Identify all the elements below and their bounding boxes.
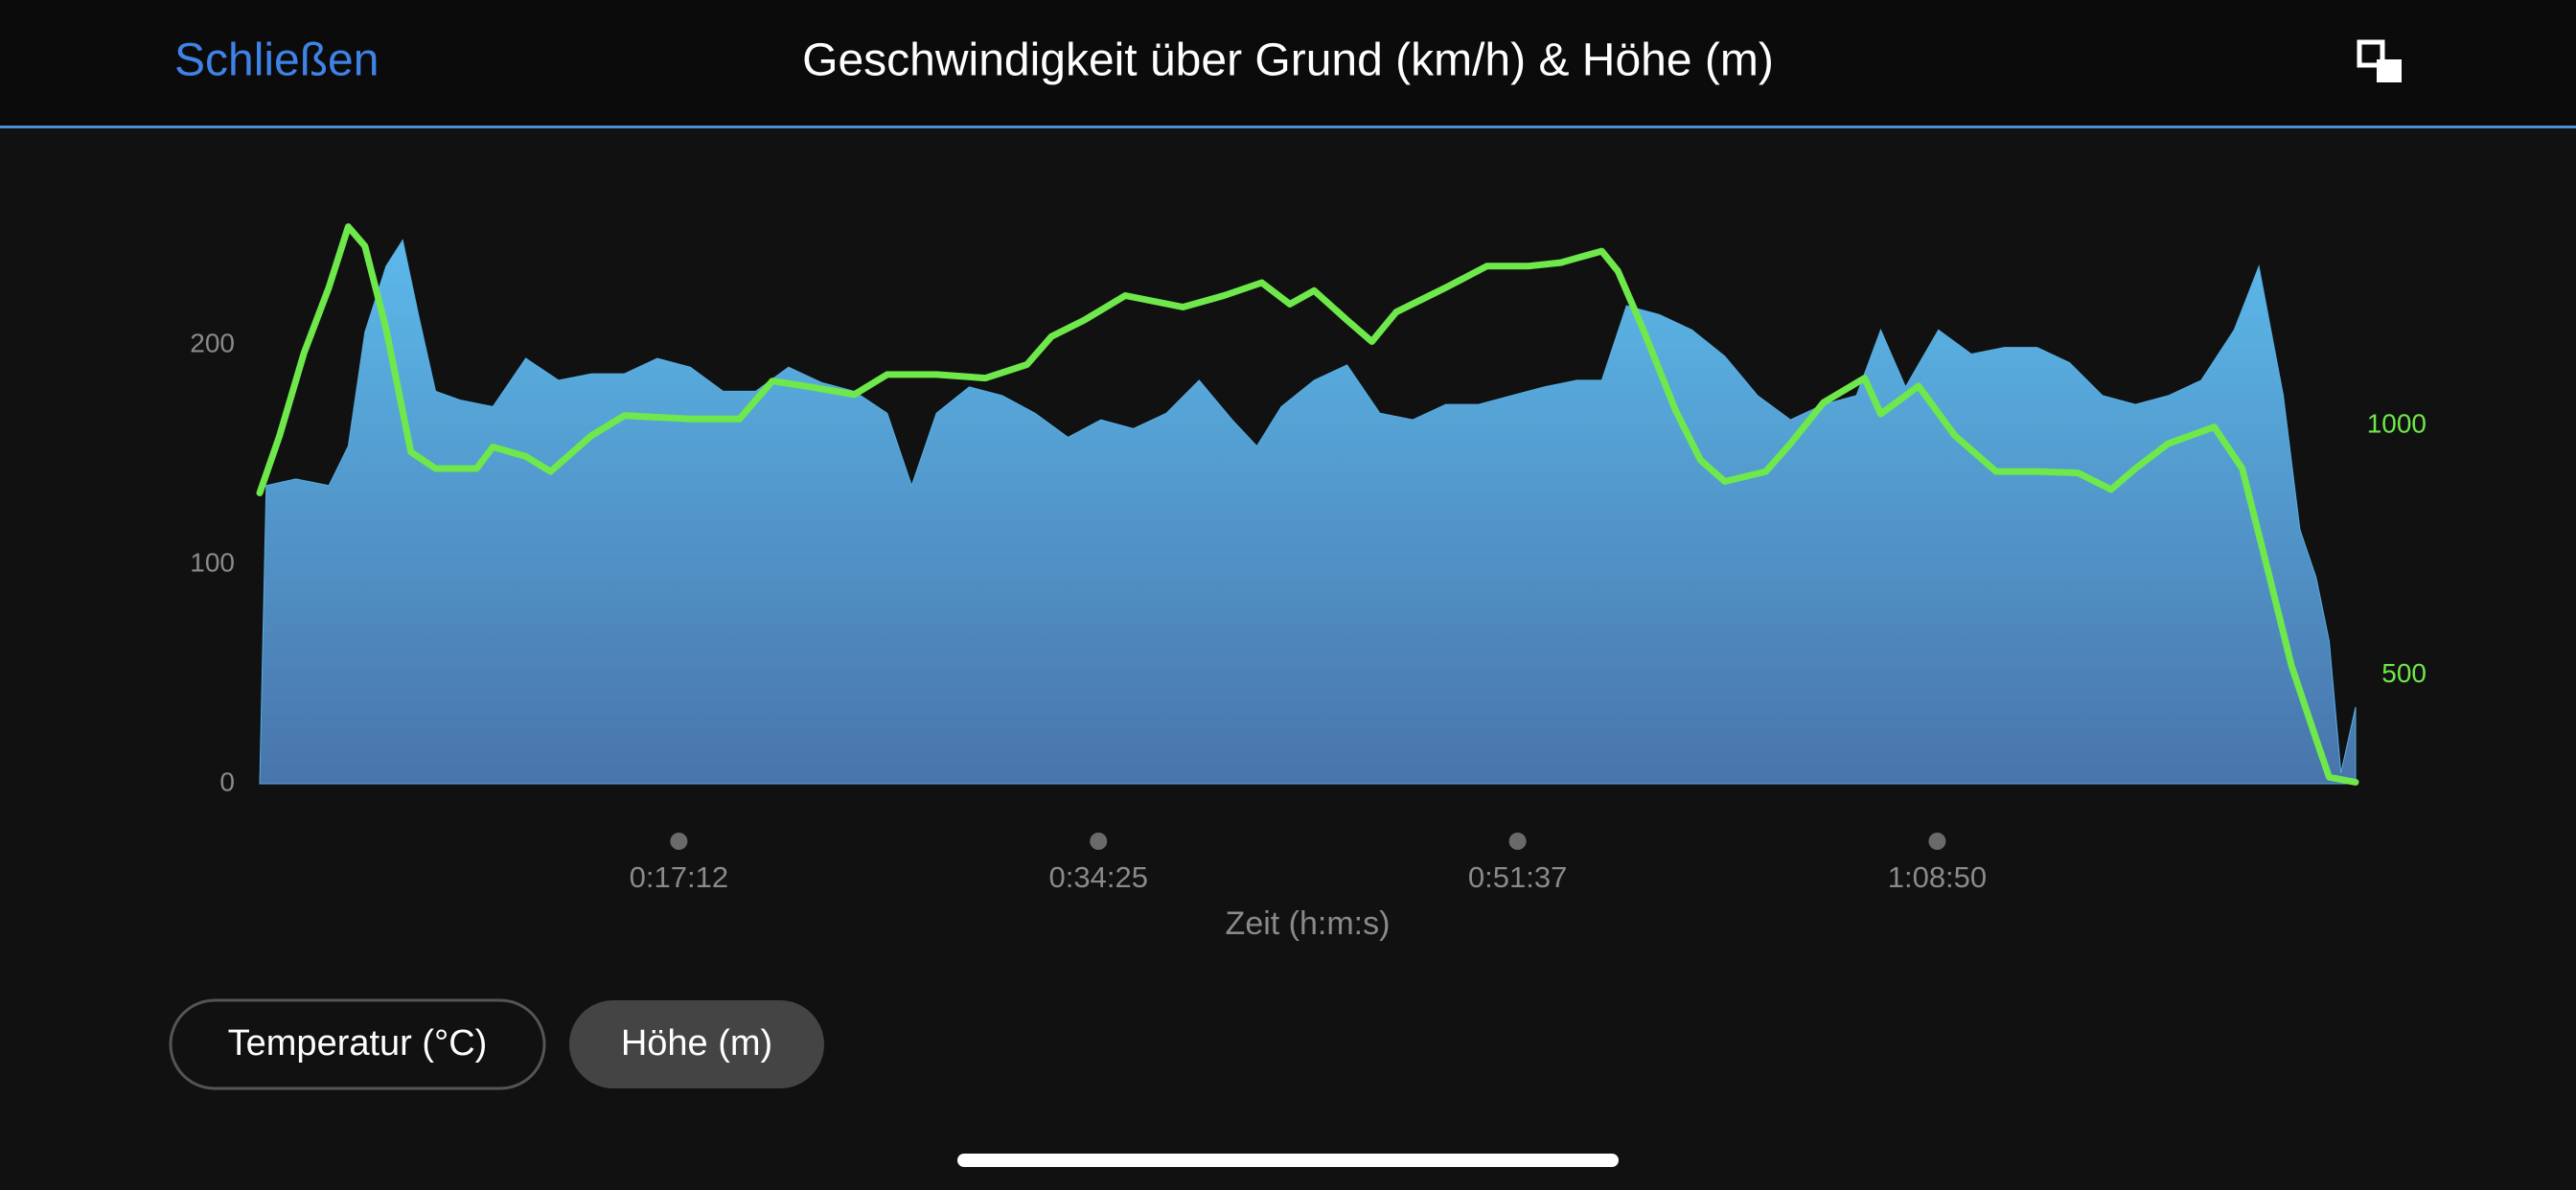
icon-part (2357, 39, 2385, 68)
x-tick-mark (1928, 833, 1946, 850)
x-axis-label: Zeit (h:m:s) (1226, 905, 1391, 942)
plot: 0 100 200 500 1000 0:17:12 0:34:25 0:51:37 1:08:… (190, 223, 2426, 942)
x-tick-mark (1090, 833, 1108, 850)
toggle-button-label[interactable]: Höhe (m) (621, 1023, 772, 1064)
close-button[interactable]: Schließen (174, 35, 379, 86)
y-tick-label: 0 (219, 767, 235, 796)
icon-part (2377, 59, 2402, 82)
y-tick-label: 100 (190, 548, 235, 578)
header-bar (0, 0, 2576, 126)
home-indicator (957, 1154, 1619, 1167)
y2-tick-label: 500 (2381, 658, 2426, 688)
x-tick-mark (670, 833, 688, 850)
x-tick-label: 0:51:37 (1468, 860, 1567, 894)
toggle-button[interactable] (169, 998, 546, 1090)
altitude-line (256, 223, 2359, 786)
y2-tick-label: 1000 (2367, 408, 2426, 438)
x-tick-label: 1:08:50 (1888, 860, 1987, 894)
x-tick-label: 0:17:12 (630, 860, 728, 894)
header-divider (0, 126, 2576, 128)
x-tick-mark (1508, 833, 1527, 850)
speed-area (259, 239, 2357, 785)
x-tick-label: 0:34:25 (1049, 860, 1148, 894)
chart-title: Geschwindigkeit über Grund (km/h) & Höhe… (802, 35, 1774, 86)
toggle-button-label[interactable]: Temperatur (°C) (228, 1023, 488, 1064)
y-tick-label: 200 (190, 329, 235, 358)
toggle-button[interactable] (569, 1000, 824, 1088)
fullscreen-icon[interactable] (2357, 39, 2402, 82)
